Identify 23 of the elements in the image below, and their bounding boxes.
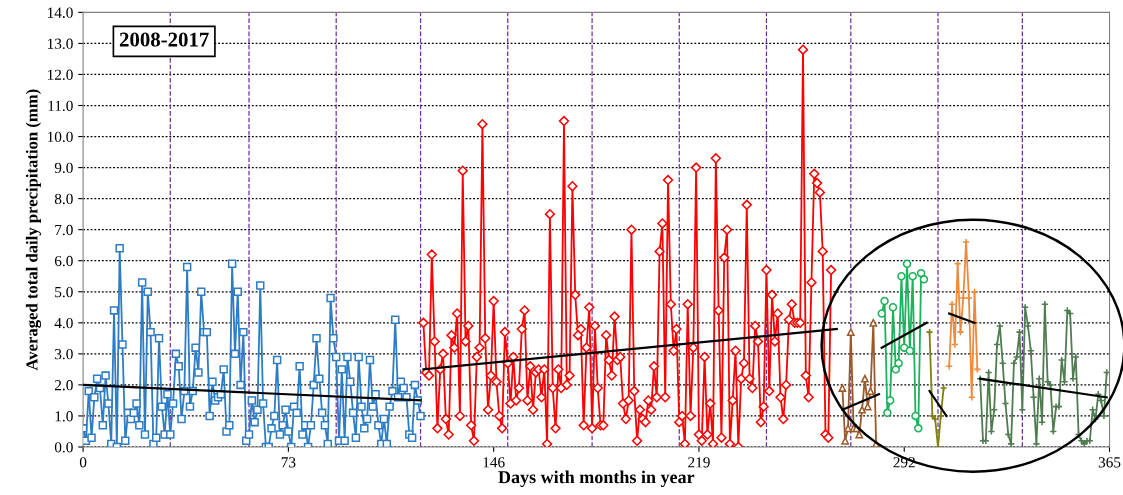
- y-tick-label: 12.0: [47, 69, 73, 80]
- x-tick-label: 73: [281, 457, 296, 468]
- annotation: 2008-2017: [119, 32, 209, 47]
- x-tick-label: 219: [688, 457, 710, 468]
- y-tick-label: 14.0: [47, 7, 73, 18]
- y-tick-label: 13.0: [47, 38, 73, 49]
- y-tick-label: 10.0: [47, 131, 73, 143]
- y-tick-label: 3.0: [55, 349, 73, 360]
- y-tick-label: 11.0: [48, 100, 73, 112]
- y-tick-label: 2.0: [54, 380, 73, 391]
- y-tick-label: 0.0: [54, 442, 73, 453]
- y-tick-label: 1.0: [55, 411, 73, 422]
- x-tick-label: 146: [483, 457, 505, 468]
- y-tick-label: 9.0: [54, 162, 73, 174]
- x-axis-title: Days with months in year: [498, 470, 695, 487]
- y-tick-label: 7.0: [55, 224, 73, 236]
- y-tick-label: 6.0: [54, 255, 73, 267]
- y-tick-label: 8.0: [54, 193, 73, 205]
- y-tick-label: 5.0: [55, 286, 73, 298]
- y-axis-title: Averaged total daily precipitation (mm): [25, 89, 42, 371]
- x-tick-label: 0: [79, 457, 87, 468]
- y-tick-label: 4.0: [54, 317, 73, 329]
- x-tick-label: 365: [1098, 457, 1121, 468]
